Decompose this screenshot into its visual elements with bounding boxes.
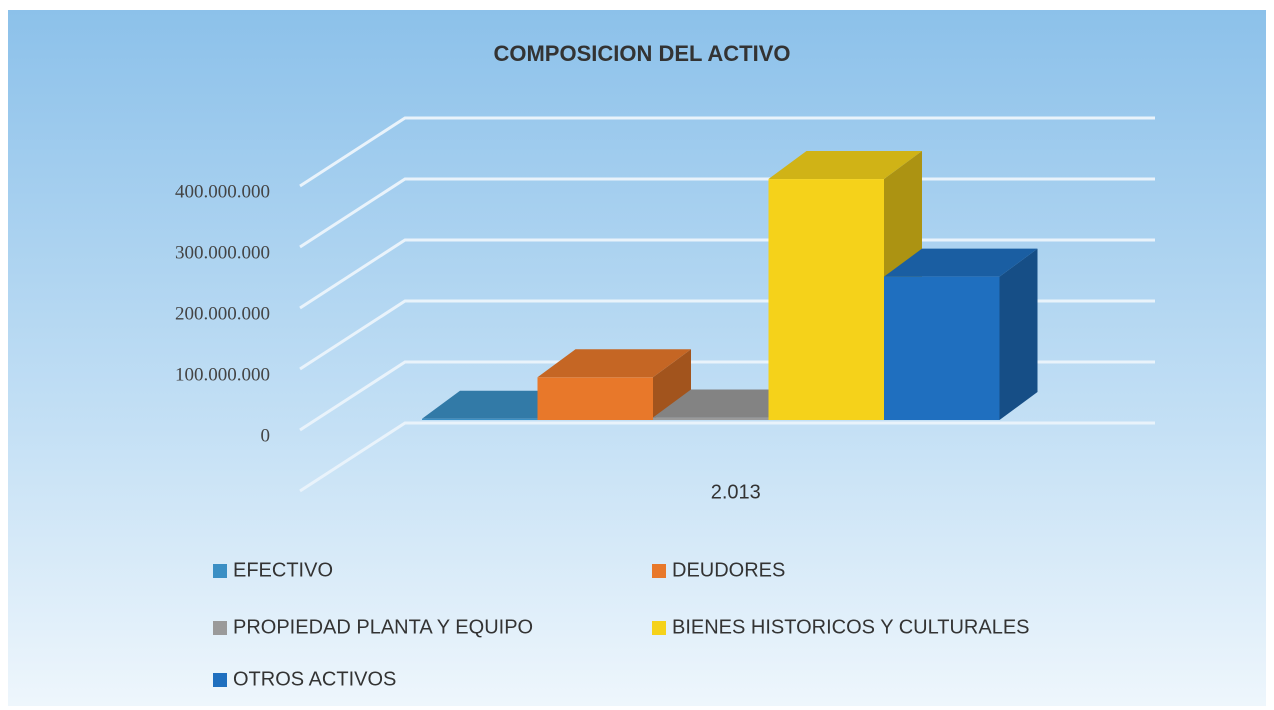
bar-top: [884, 248, 1038, 277]
grid-line: [299, 421, 1155, 493]
bar-top: [422, 390, 576, 419]
bar: [537, 377, 653, 420]
bar: [422, 418, 538, 420]
bar: [884, 276, 1000, 420]
bar-side: [653, 349, 691, 420]
legend-swatch: [652, 564, 666, 578]
bar: [653, 417, 769, 420]
y-tick-label: 400.000.000: [175, 181, 270, 202]
legend-label: EFECTIVO: [233, 559, 333, 581]
legend-label: OTROS ACTIVOS: [233, 668, 396, 690]
legend-swatch: [652, 621, 666, 635]
chart-title: COMPOSICION DEL ACTIVO: [493, 41, 790, 66]
legend-label: PROPIEDAD PLANTA Y EQUIPO: [233, 616, 533, 638]
y-tick-label: 100.000.000: [175, 364, 270, 385]
y-tick-label: 0: [261, 425, 271, 446]
legend-swatch: [213, 673, 227, 687]
legend-label: DEUDORES: [672, 559, 785, 581]
bar-top: [768, 151, 922, 180]
legend-swatch: [213, 621, 227, 635]
y-tick-label: 200.000.000: [175, 303, 270, 324]
grid-line: [299, 116, 1155, 188]
y-tick-label: 300.000.000: [175, 242, 270, 263]
x-tick-label: 2.013: [711, 481, 761, 503]
legend-label: BIENES HISTORICOS Y CULTURALES: [672, 616, 1030, 638]
bar-top: [653, 389, 807, 418]
bar-side: [999, 248, 1038, 420]
legend-swatch: [213, 564, 227, 578]
bar: [768, 179, 884, 420]
bar-top: [537, 349, 691, 378]
